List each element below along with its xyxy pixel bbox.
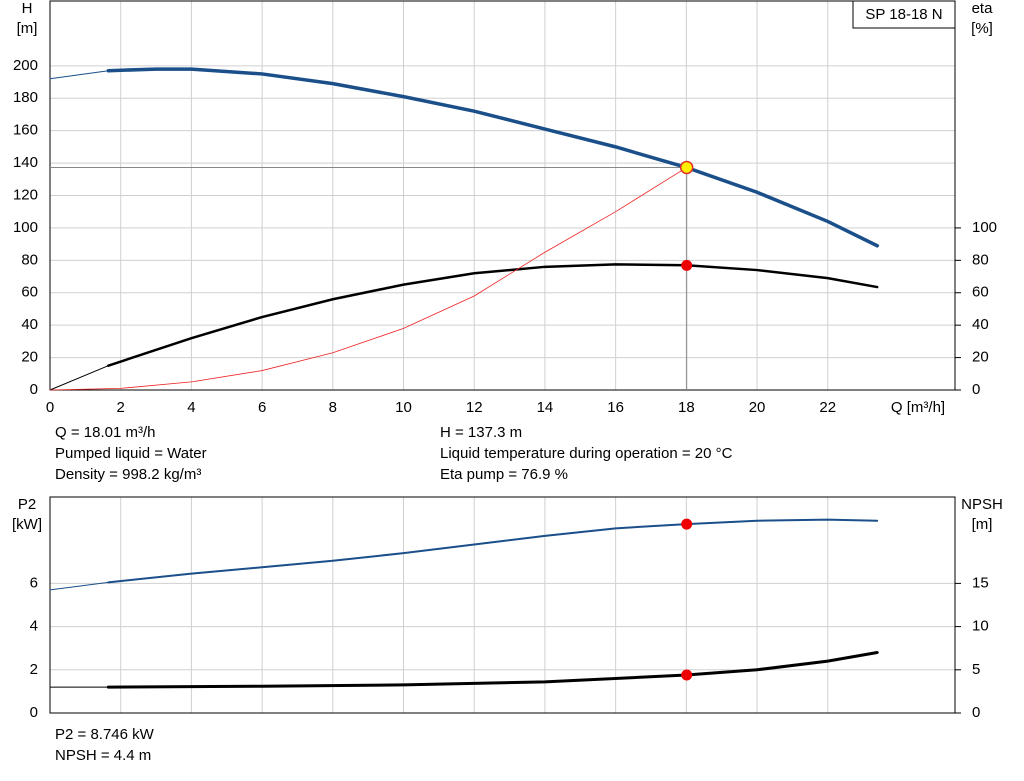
y2-axis-unit: [%]	[971, 20, 993, 37]
y-tick-label: 100	[13, 219, 38, 236]
x-tick-label: 6	[258, 399, 266, 416]
x-tick-label: 16	[607, 399, 624, 416]
x-tick-label: 12	[466, 399, 483, 416]
y-tick-label: 6	[30, 574, 38, 591]
curve	[49, 365, 109, 391]
x-tick-label: 22	[819, 399, 836, 416]
y2-tick-label: 40	[972, 316, 989, 333]
y-tick-label: 2	[30, 661, 38, 678]
x-tick-label: 18	[678, 399, 695, 416]
curve	[106, 67, 879, 248]
y-tick-label: 0	[30, 381, 38, 398]
y-axis-unit: [kW]	[12, 516, 42, 533]
curve	[106, 651, 879, 689]
y-axis-label: P2	[18, 496, 36, 513]
y-tick-label: 80	[21, 251, 38, 268]
y-axis-label: H	[22, 0, 33, 17]
y-tick-label: 200	[13, 57, 38, 74]
curve	[107, 518, 879, 584]
y2-tick-label: 60	[972, 284, 989, 301]
x-tick-label: 0	[46, 399, 54, 416]
info-text: Liquid temperature during operation = 20…	[440, 445, 733, 462]
info-text: Pumped liquid = Water	[55, 445, 207, 462]
y-tick-label: 160	[13, 122, 38, 139]
y2-tick-label: 0	[972, 704, 980, 721]
y2-axis-unit: [m]	[972, 516, 993, 533]
y-tick-label: 4	[30, 618, 38, 635]
curve	[49, 581, 109, 591]
operating-point	[681, 259, 693, 271]
info-text: Eta pump = 76.9 %	[440, 466, 568, 483]
curve	[49, 70, 109, 80]
y2-tick-label: 20	[972, 349, 989, 366]
info-text: P2 = 8.746 kW	[55, 726, 155, 743]
operating-point	[681, 669, 693, 681]
y-tick-label: 180	[13, 89, 38, 106]
y2-tick-label: 0	[972, 381, 980, 398]
x-tick-label: 10	[395, 399, 412, 416]
y2-tick-label: 15	[972, 574, 989, 591]
operating-point	[681, 518, 693, 530]
info-text: H = 137.3 m	[440, 424, 522, 441]
y-tick-label: 0	[30, 704, 38, 721]
x-tick-label: 4	[187, 399, 195, 416]
legend-text: SP 18-18 N	[865, 6, 942, 23]
curve	[107, 263, 879, 367]
y-tick-label: 40	[21, 316, 38, 333]
y2-axis-label: NPSH	[961, 496, 1003, 513]
plot-frame	[49, 0, 956, 391]
y-tick-label: 60	[21, 284, 38, 301]
y-tick-label: 140	[13, 154, 38, 171]
x-axis-label: Q [m³/h]	[891, 399, 945, 416]
curve	[49, 167, 688, 391]
y-axis-unit: [m]	[17, 20, 38, 37]
operating-point	[679, 160, 694, 175]
legend-box	[852, 0, 956, 29]
plot-frame	[49, 496, 956, 714]
y2-axis-label: eta	[972, 0, 994, 17]
y2-tick-label: 100	[972, 219, 997, 236]
info-text: NPSH = 4.4 m	[55, 747, 151, 764]
x-tick-label: 14	[537, 399, 554, 416]
info-text: Density = 998.2 kg/m³	[55, 466, 201, 483]
info-text: Q = 18.01 m³/h	[55, 424, 155, 441]
x-tick-label: 8	[329, 399, 337, 416]
y-tick-label: 120	[13, 186, 38, 203]
x-tick-label: 20	[749, 399, 766, 416]
y2-tick-label: 10	[972, 618, 989, 635]
y2-tick-label: 80	[972, 251, 989, 268]
y-tick-label: 20	[21, 349, 38, 366]
y2-tick-label: 5	[972, 661, 980, 678]
x-tick-label: 2	[117, 399, 125, 416]
